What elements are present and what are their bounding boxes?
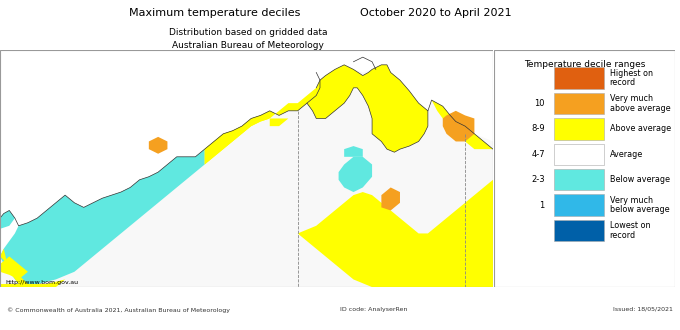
Text: 10: 10	[534, 99, 545, 108]
Bar	[554, 118, 605, 140]
Text: http://www.bom.gov.au: http://www.bom.gov.au	[5, 280, 78, 285]
Text: October 2020 to April 2021: October 2020 to April 2021	[360, 8, 512, 18]
Text: ID code: AnalyserRen: ID code: AnalyserRen	[340, 307, 407, 312]
Bar	[554, 220, 605, 241]
Polygon shape	[0, 256, 28, 280]
Polygon shape	[381, 187, 400, 211]
Polygon shape	[443, 111, 475, 142]
Text: Australian Bureau of Meteorology: Australian Bureau of Meteorology	[172, 41, 324, 50]
Text: Highest on
record: Highest on record	[610, 69, 653, 87]
Polygon shape	[205, 65, 428, 164]
Polygon shape	[0, 211, 15, 229]
Text: Issued: 18/05/2021: Issued: 18/05/2021	[613, 307, 673, 312]
Polygon shape	[0, 149, 205, 284]
Polygon shape	[344, 146, 362, 157]
Text: Lowest on
record: Lowest on record	[610, 221, 650, 240]
Text: Very much
above average: Very much above average	[610, 94, 670, 113]
Polygon shape	[298, 100, 493, 287]
Polygon shape	[0, 249, 74, 287]
Bar	[554, 169, 605, 190]
Text: 8-9: 8-9	[531, 124, 545, 133]
Text: 4-7: 4-7	[531, 150, 545, 159]
Text: 2-3: 2-3	[531, 175, 545, 184]
Text: © Commonwealth of Australia 2021, Australian Bureau of Meteorology: © Commonwealth of Australia 2021, Austra…	[7, 307, 230, 313]
Text: Average: Average	[610, 150, 643, 159]
Text: Above average: Above average	[610, 124, 670, 133]
Text: Maximum temperature deciles: Maximum temperature deciles	[129, 8, 301, 18]
Text: Distribution based on gridded data: Distribution based on gridded data	[169, 28, 328, 37]
Text: Temperature decile ranges: Temperature decile ranges	[524, 60, 645, 69]
Text: 1: 1	[539, 201, 545, 210]
Polygon shape	[149, 137, 167, 154]
Bar	[554, 67, 605, 89]
Bar	[554, 144, 605, 165]
Polygon shape	[205, 80, 320, 164]
Bar	[554, 93, 605, 114]
Text: Very much
below average: Very much below average	[610, 196, 669, 214]
Polygon shape	[0, 65, 493, 287]
Polygon shape	[339, 157, 372, 192]
Bar	[554, 194, 605, 216]
Text: Below average: Below average	[610, 175, 670, 184]
